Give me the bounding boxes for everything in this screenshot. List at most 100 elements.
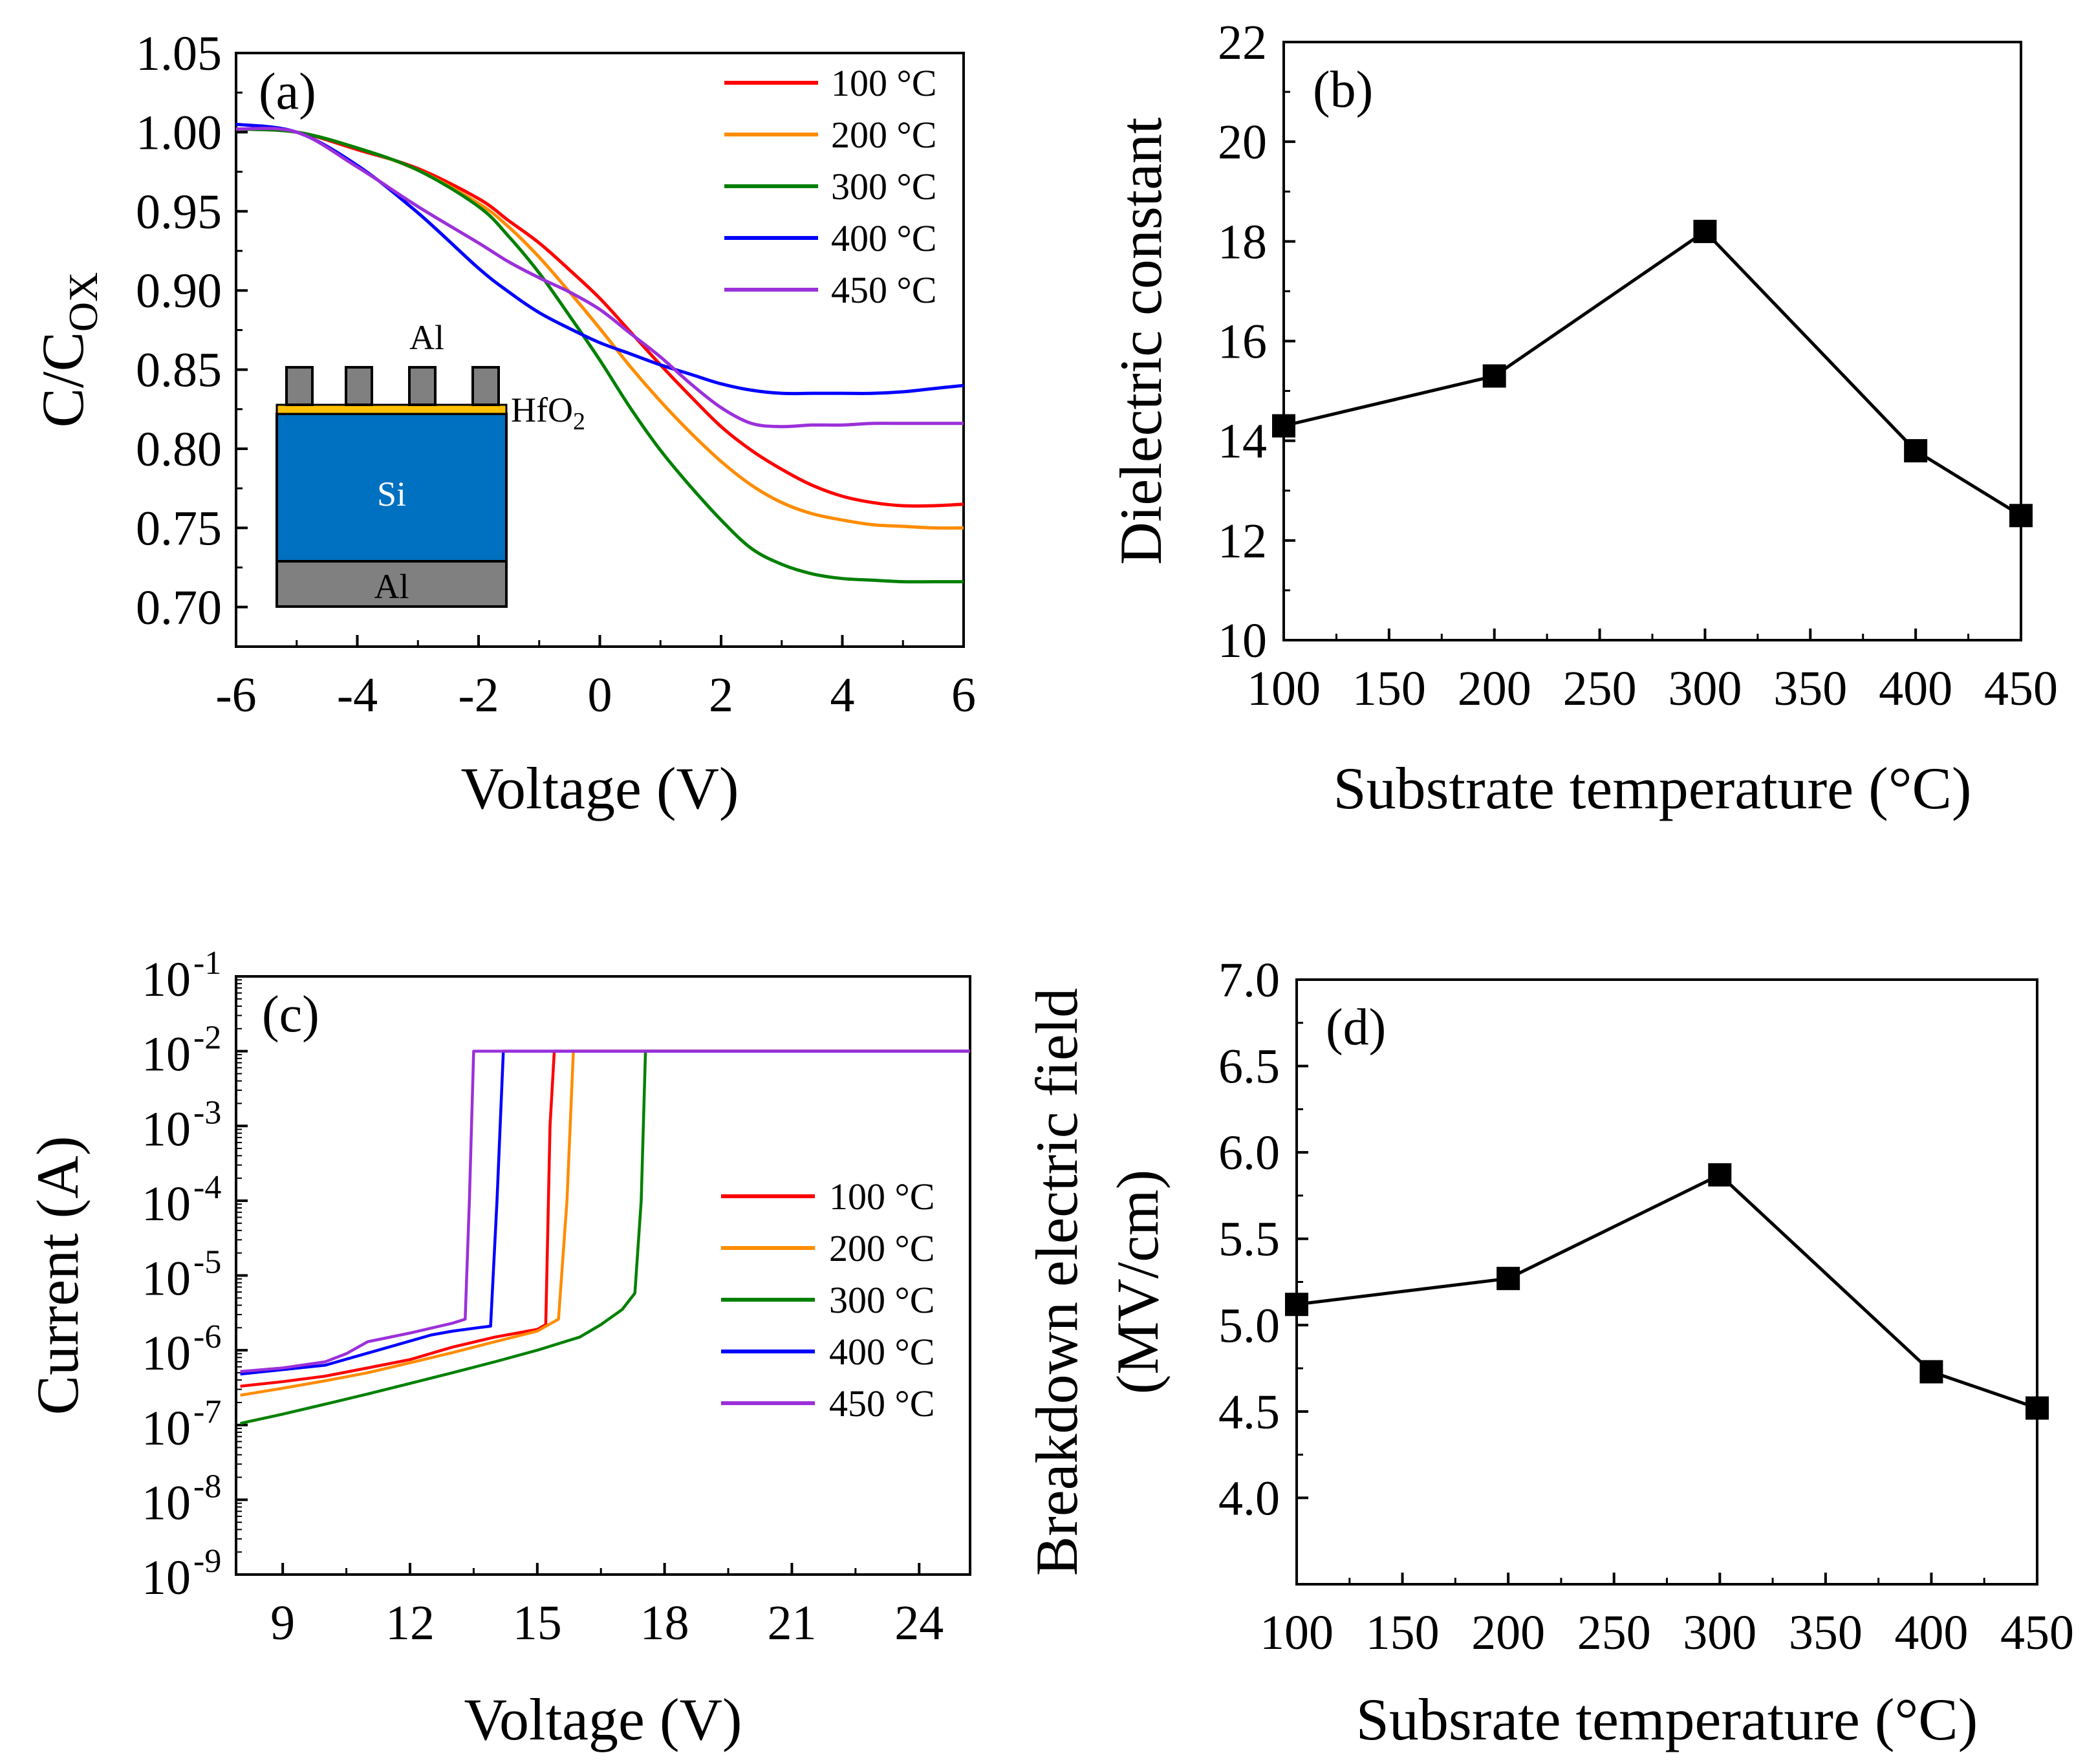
y-tick-label: 12 bbox=[1218, 514, 1267, 568]
data-point-marker bbox=[1693, 219, 1717, 243]
y-tick-label: 5.0 bbox=[1218, 1298, 1280, 1353]
data-point-marker bbox=[2026, 1396, 2049, 1420]
y-axis-label-sub: OX bbox=[60, 272, 106, 332]
y-tick-exponent: -5 bbox=[193, 1244, 221, 1281]
data-point-marker bbox=[1708, 1163, 1732, 1187]
y-tick-label: 6.5 bbox=[1218, 1040, 1280, 1094]
legend: 100 °C 200 °C 300 °C 400 °C 450 °C bbox=[724, 62, 936, 311]
x-tick-label: 12 bbox=[385, 1596, 435, 1650]
panel-label: (a) bbox=[259, 63, 316, 120]
y-tick-label: 6.0 bbox=[1218, 1126, 1280, 1180]
plot-frame bbox=[1282, 41, 2022, 641]
y-tick-exponent: -4 bbox=[193, 1169, 221, 1206]
y-tick-label: 10 bbox=[142, 1476, 191, 1530]
series-line-400C bbox=[235, 122, 964, 396]
y-tick-label: 10 bbox=[142, 1326, 191, 1381]
x-tick-label: 9 bbox=[270, 1596, 295, 1650]
y-tick-exponent: -1 bbox=[193, 945, 221, 982]
legend-label: 450 °C bbox=[831, 269, 936, 311]
x-tick-label: 400 bbox=[1879, 662, 1952, 716]
y-axis-label: Dielectric constant bbox=[1108, 117, 1174, 565]
x-tick-label: 200 bbox=[1471, 1606, 1545, 1660]
y-tick-label: 0.90 bbox=[136, 264, 222, 318]
y-tick-label: 10 bbox=[142, 952, 191, 1007]
x-tick-label: 400 bbox=[1894, 1606, 1968, 1660]
y-axis-label: C/COX bbox=[30, 272, 106, 428]
x-axis-label: Voltage (V) bbox=[460, 755, 739, 821]
series-line-300C bbox=[235, 127, 964, 584]
panel-b: 100 150 200 250 300 350 400 450 10 12 14 16 18 20 22 (b… bbox=[1108, 16, 2058, 821]
x-tick-label: -4 bbox=[337, 668, 378, 722]
legend-label: 300 °C bbox=[831, 166, 936, 208]
x-tick-label: 350 bbox=[1789, 1606, 1863, 1660]
bottom-al-layer bbox=[275, 560, 508, 608]
legend-label: 200 °C bbox=[829, 1227, 934, 1269]
inset-label-top-al: Al bbox=[409, 318, 444, 357]
y-tick-label: 4.5 bbox=[1218, 1385, 1280, 1439]
legend-label: 400 °C bbox=[831, 217, 936, 259]
y-tick-label: 10 bbox=[1218, 614, 1267, 668]
x-axis-label: Subsrate temperature (°C) bbox=[1356, 1686, 1978, 1752]
x-tick-label: -6 bbox=[215, 668, 256, 722]
series-line-450C bbox=[240, 1049, 970, 1373]
x-tick-label: 450 bbox=[2000, 1606, 2074, 1660]
y-tick-label: 0.75 bbox=[136, 501, 222, 555]
hfo2-layer bbox=[275, 403, 508, 415]
data-point-marker bbox=[1272, 414, 1295, 438]
legend-label: 100 °C bbox=[831, 62, 936, 104]
panel-label: (c) bbox=[262, 986, 319, 1043]
plot-frame bbox=[235, 975, 971, 1576]
x-axis-label: Voltage (V) bbox=[464, 1686, 742, 1752]
x-tick-label: 0 bbox=[588, 668, 612, 722]
panel-label: (d) bbox=[1326, 999, 1386, 1056]
y-tick-label: 22 bbox=[1218, 16, 1267, 70]
y-axis-label-base: C/C bbox=[30, 332, 96, 427]
series-line-200C bbox=[240, 1049, 970, 1397]
x-axis-label: Substrate temperature (°C) bbox=[1333, 755, 1971, 821]
x-tick-label: 4 bbox=[830, 668, 855, 722]
y-tick-exponent: -9 bbox=[193, 1543, 221, 1580]
series-line bbox=[1283, 229, 2022, 517]
device-schematic-inset: Al HfO2 Si Al bbox=[275, 318, 585, 608]
inset-label-bottom-al: Al bbox=[374, 567, 409, 606]
y-tick-exponent: -3 bbox=[193, 1094, 221, 1131]
x-tick-label: 300 bbox=[1668, 662, 1742, 716]
legend-label: 450 °C bbox=[829, 1382, 934, 1425]
series-line-400C bbox=[240, 1049, 970, 1376]
series-line-100C bbox=[240, 1049, 970, 1388]
y-tick-label: 1.05 bbox=[136, 27, 222, 81]
y-tick-exponent: -7 bbox=[193, 1393, 221, 1430]
panel-label: (b) bbox=[1313, 61, 1373, 118]
x-tick-label: 100 bbox=[1247, 662, 1321, 716]
data-point-marker bbox=[1285, 1293, 1308, 1317]
x-tick-label: 300 bbox=[1683, 1606, 1756, 1660]
y-tick-label: 10 bbox=[142, 1252, 191, 1306]
y-tick-label: 1.00 bbox=[136, 105, 222, 160]
y-tick-label: 10 bbox=[142, 1102, 191, 1156]
y-axis-label-line2: (MV/cm) bbox=[1105, 1170, 1171, 1394]
y-tick-label: 5.5 bbox=[1218, 1212, 1280, 1267]
y-tick-label: 10 bbox=[142, 1177, 191, 1231]
panel-d: 100 150 200 250 300 350 400 450 4.0 4.5 5.0 5.5 6.0 6… bbox=[1024, 953, 2074, 1752]
data-point-marker bbox=[1496, 1267, 1520, 1291]
y-tick-label: 4.0 bbox=[1218, 1471, 1280, 1525]
x-tick-label: 350 bbox=[1773, 662, 1847, 716]
x-tick-label: 24 bbox=[894, 1596, 944, 1650]
x-tick-label: 6 bbox=[951, 668, 976, 722]
y-tick-exponent: -8 bbox=[193, 1468, 221, 1505]
top-al-pad bbox=[471, 366, 500, 406]
y-tick-label: 18 bbox=[1218, 215, 1267, 269]
y-tick-label: 14 bbox=[1218, 414, 1267, 469]
y-tick-label: 0.85 bbox=[136, 343, 222, 398]
legend-label: 200 °C bbox=[831, 114, 936, 156]
data-point-marker bbox=[1919, 1360, 1943, 1384]
x-tick-label: 2 bbox=[709, 668, 733, 722]
x-tick-label: 250 bbox=[1563, 662, 1637, 716]
top-al-pad bbox=[345, 366, 373, 406]
series-line-300C bbox=[240, 1049, 970, 1425]
y-tick-label: 0.80 bbox=[136, 422, 222, 477]
x-tick-label: 250 bbox=[1577, 1606, 1651, 1660]
top-al-pad bbox=[408, 366, 437, 406]
